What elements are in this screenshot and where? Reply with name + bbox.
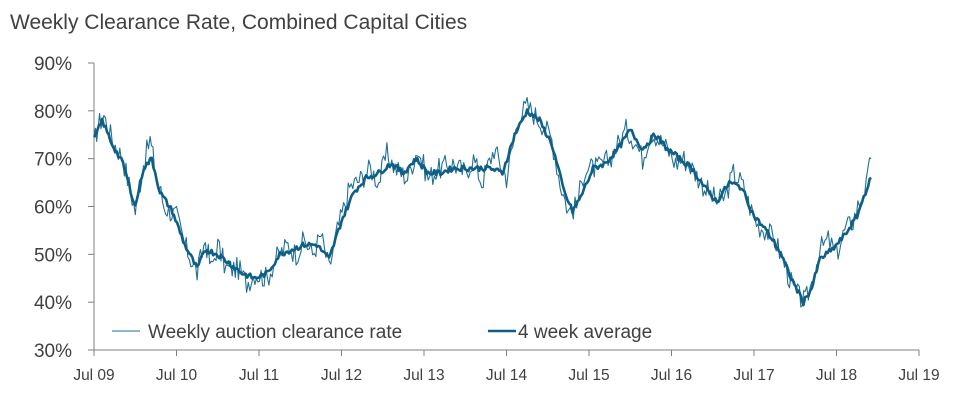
chart-legend: Weekly auction clearance rate 4 week aver… xyxy=(112,322,652,343)
y-tick-label: 30% xyxy=(34,341,72,362)
y-tick-label: 60% xyxy=(34,198,72,219)
x-tick-label: Jul 10 xyxy=(156,367,198,384)
x-tick-label: Jul 16 xyxy=(651,367,692,384)
y-tick-label: 50% xyxy=(34,245,72,266)
weekly-clearance-line xyxy=(93,96,872,308)
y-tick-label: 70% xyxy=(34,150,72,171)
x-tick-label: Jul 18 xyxy=(816,367,857,384)
x-tick-label: Jul 13 xyxy=(403,367,444,384)
x-tick-label: Jul 17 xyxy=(733,367,774,384)
x-tick-label: Jul 11 xyxy=(239,367,279,384)
chart-title: Weekly Clearance Rate, Combined Capital … xyxy=(10,11,467,34)
x-tick-label: Jul 14 xyxy=(486,367,528,384)
chart-series xyxy=(92,96,872,308)
x-tick-label: Jul 15 xyxy=(568,367,609,384)
x-tick-label: Jul 12 xyxy=(321,367,362,384)
y-tick-label: 80% xyxy=(34,102,72,123)
x-tick-label: Jul 19 xyxy=(898,367,939,384)
legend-average-label: 4 week average xyxy=(518,322,652,343)
legend-weekly-label: Weekly auction clearance rate xyxy=(148,322,402,343)
chart-axes: 90% 80% 70% 60% 50% 40% 30%Jul 09 Jul 10 Jul 11 J… xyxy=(34,54,940,384)
y-tick-label: 40% xyxy=(34,293,72,314)
x-tick-label: Jul 09 xyxy=(73,367,114,384)
four-week-average-line xyxy=(92,108,872,307)
y-tick-label: 90% xyxy=(34,54,72,75)
